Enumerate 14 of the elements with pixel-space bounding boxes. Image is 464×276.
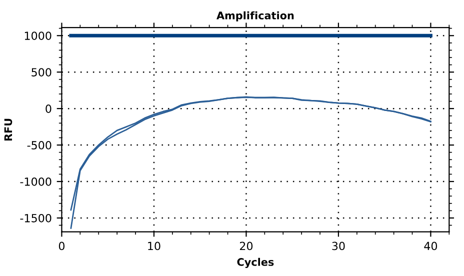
x-tick-label: 40 [424, 242, 438, 250]
y-tick-label: 500 [32, 68, 52, 76]
x-tick-label: 30 [332, 242, 345, 250]
y-tick-label: 0 [46, 104, 52, 113]
chart-title: Amplification [216, 11, 294, 22]
x-axis-title: Cycles [237, 258, 274, 268]
x-tick-label: 20 [240, 242, 253, 250]
y-tick-label: -500 [27, 141, 52, 150]
y-tick-label: -1000 [20, 177, 52, 186]
y-tick-label: -1500 [20, 214, 52, 222]
x-tick-label: 0 [58, 242, 65, 250]
y-axis-title: RFU [4, 118, 12, 141]
y-tick-label: 1000 [24, 32, 52, 40]
x-tick-label: 10 [148, 242, 160, 250]
